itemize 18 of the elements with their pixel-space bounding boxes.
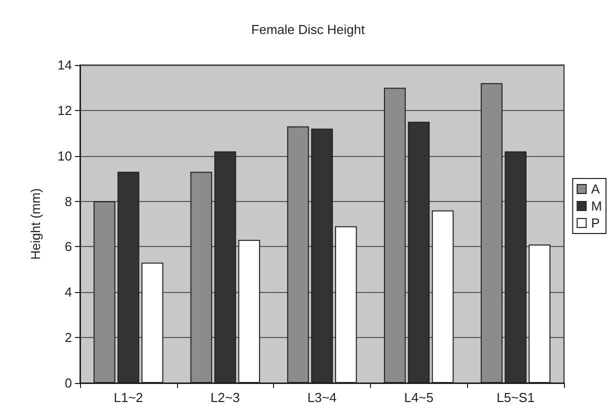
y-tick-label: 6 — [64, 239, 72, 254]
legend-label: A — [591, 182, 600, 196]
x-tick-label: L5~S1 — [496, 390, 535, 405]
y-tick-label: 8 — [64, 194, 72, 209]
x-tick-label: L2~3 — [210, 390, 240, 405]
y-tick-label: 12 — [58, 102, 72, 118]
legend-label: M — [591, 198, 602, 214]
y-tick-label: 14 — [58, 58, 72, 72]
chart-title: Female Disc Height — [251, 22, 366, 37]
x-tick-label: L3~4 — [307, 390, 337, 405]
y-tick-label: 4 — [64, 284, 72, 300]
y-tick-label: 0 — [64, 376, 72, 390]
y-tick-label: 2 — [64, 330, 72, 346]
legend-label: P — [591, 216, 600, 230]
x-tick-label: L1~2 — [114, 390, 144, 405]
x-tick-label: L4~5 — [404, 390, 434, 405]
y-tick-label: 10 — [58, 148, 72, 164]
y-axis-title: Height (mm) — [28, 188, 43, 260]
